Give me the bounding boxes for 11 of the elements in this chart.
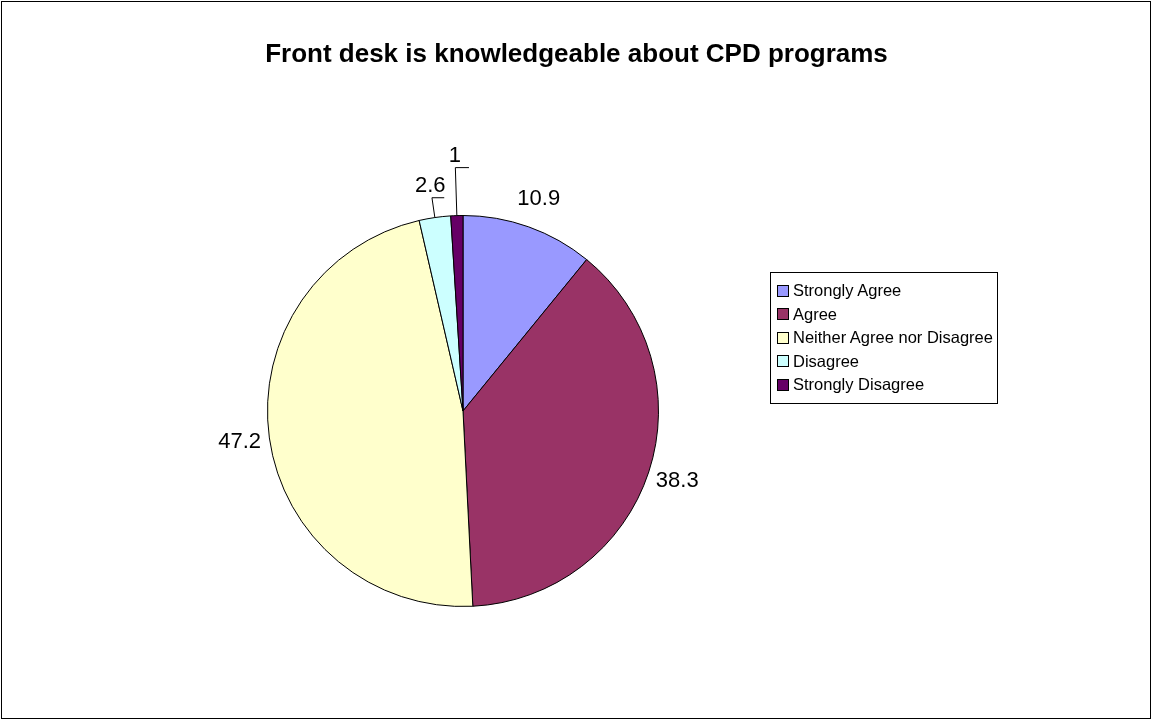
legend-label: Strongly Disagree [793,375,925,395]
legend-label: Agree [793,304,838,324]
data-label: 1 [448,141,462,167]
data-label: 10.9 [517,184,561,210]
chart-title: Front desk is knowledgeable about CPD programs [264,38,889,69]
data-label: 38.3 [655,467,699,493]
legend-label: Disagree [793,351,860,371]
legend-label: Strongly Agree [793,281,902,301]
legend-label: Neither Agree nor Disagree [793,328,993,348]
data-label: 2.6 [414,171,446,197]
data-label: 47.2 [218,428,262,454]
